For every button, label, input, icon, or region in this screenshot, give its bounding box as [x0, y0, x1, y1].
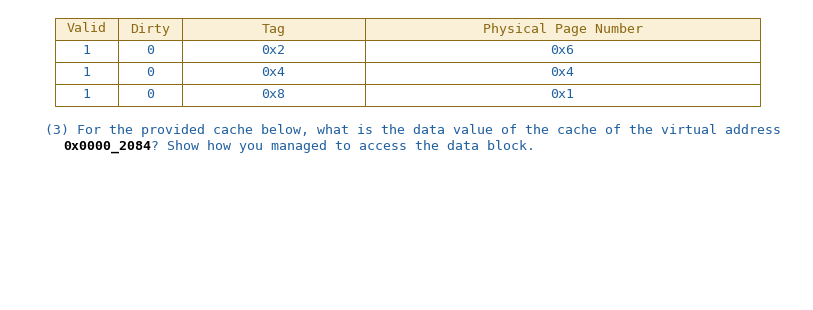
Bar [55, 62, 119, 84]
Bar [182, 40, 365, 62]
Text: 0x2: 0x2 [262, 45, 285, 57]
Bar [55, 40, 119, 62]
Text: 0x1: 0x1 [550, 88, 575, 101]
Bar [119, 40, 182, 62]
Bar [365, 84, 760, 106]
Text: 1: 1 [83, 45, 91, 57]
Bar [365, 62, 760, 84]
Text: ? Show how you managed to access the data block.: ? Show how you managed to access the dat… [151, 140, 535, 153]
Bar [119, 18, 182, 40]
Text: 0: 0 [146, 45, 154, 57]
Bar [365, 18, 760, 40]
Text: 0: 0 [146, 88, 154, 101]
Bar [119, 84, 182, 106]
Bar [182, 18, 365, 40]
Text: Dirty: Dirty [130, 23, 170, 36]
Text: 0x8: 0x8 [262, 88, 285, 101]
Text: 1: 1 [83, 67, 91, 79]
Text: Physical Page Number: Physical Page Number [483, 23, 642, 36]
Bar [182, 84, 365, 106]
Bar [55, 84, 119, 106]
Text: (3) For the provided cache below, what is the data value of the cache of the vir: (3) For the provided cache below, what i… [45, 124, 781, 137]
Bar [365, 40, 760, 62]
Text: Valid: Valid [67, 23, 107, 36]
Text: Tag: Tag [262, 23, 285, 36]
Text: 0x4: 0x4 [262, 67, 285, 79]
Bar [119, 62, 182, 84]
Text: 0: 0 [146, 67, 154, 79]
Text: 1: 1 [83, 88, 91, 101]
Text: 0x4: 0x4 [550, 67, 575, 79]
Bar [55, 18, 119, 40]
Text: 0x6: 0x6 [550, 45, 575, 57]
Bar [182, 62, 365, 84]
Text: 0x0000_2084: 0x0000_2084 [63, 140, 151, 153]
